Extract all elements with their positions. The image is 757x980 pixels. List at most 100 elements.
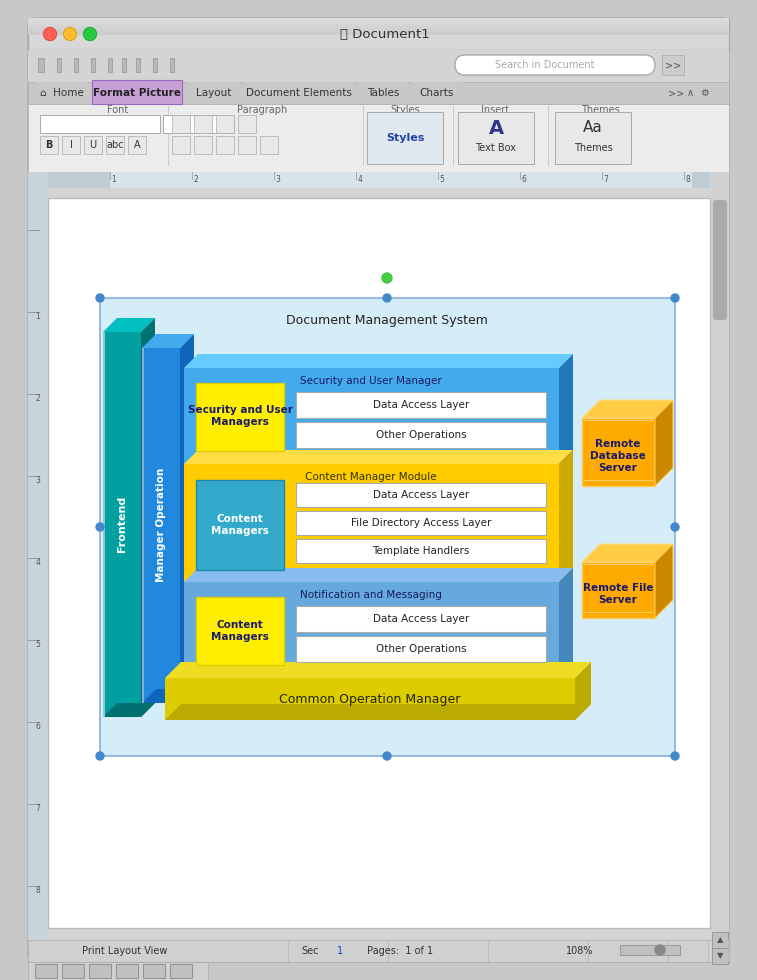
Bar — [692, 172, 710, 188]
Text: Text Box: Text Box — [475, 143, 516, 153]
Text: Themes: Themes — [574, 143, 612, 153]
Bar — [194, 136, 212, 154]
Text: Print Layout View: Print Layout View — [83, 946, 168, 956]
Bar — [153, 58, 157, 72]
Circle shape — [655, 945, 665, 955]
Bar — [28, 18, 729, 20]
Text: Tables: Tables — [367, 88, 399, 98]
Text: >>: >> — [668, 88, 684, 98]
Circle shape — [83, 27, 96, 40]
Polygon shape — [184, 568, 573, 582]
Text: 6: 6 — [522, 175, 526, 184]
Bar — [184, 368, 559, 466]
Text: Document Management System: Document Management System — [286, 314, 488, 326]
Bar — [363, 106, 364, 166]
Bar — [28, 21, 729, 23]
Text: 📄 Document1: 📄 Document1 — [340, 27, 430, 40]
Bar — [192, 172, 193, 180]
Text: Charts: Charts — [420, 88, 454, 98]
Text: File Directory Access Layer: File Directory Access Layer — [350, 518, 491, 528]
Polygon shape — [165, 704, 591, 720]
Bar — [103, 332, 141, 717]
Circle shape — [383, 752, 391, 760]
Text: B: B — [45, 140, 53, 150]
Bar — [28, 82, 729, 104]
Text: 4: 4 — [36, 558, 40, 566]
Polygon shape — [180, 334, 194, 703]
Text: ▼: ▼ — [717, 952, 723, 960]
Bar — [238, 115, 256, 133]
Bar — [206, 115, 234, 133]
Bar — [274, 172, 275, 180]
Circle shape — [64, 27, 76, 40]
Text: 3: 3 — [36, 475, 40, 484]
Bar — [92, 80, 182, 104]
Text: Paragraph: Paragraph — [237, 105, 287, 115]
Bar — [28, 50, 729, 82]
Bar — [260, 136, 278, 154]
Text: 2: 2 — [36, 394, 40, 403]
Polygon shape — [165, 662, 591, 678]
Bar — [712, 172, 728, 940]
Polygon shape — [103, 703, 155, 717]
Bar — [458, 112, 534, 164]
Bar — [548, 106, 549, 166]
Bar — [28, 32, 729, 34]
Text: 8: 8 — [686, 175, 690, 184]
Bar — [28, 25, 729, 27]
Bar — [584, 564, 653, 565]
Bar — [110, 172, 111, 180]
Text: U: U — [89, 140, 97, 150]
Text: Pages:  1 of 1: Pages: 1 of 1 — [367, 946, 433, 956]
Text: 1: 1 — [337, 946, 343, 956]
Bar — [172, 136, 190, 154]
Bar — [163, 115, 203, 133]
Bar — [40, 136, 58, 154]
Polygon shape — [655, 544, 673, 618]
Bar — [184, 582, 559, 680]
Text: Other Operations: Other Operations — [375, 644, 466, 654]
Bar — [28, 476, 40, 477]
Text: Styles: Styles — [386, 133, 424, 143]
Text: 4: 4 — [357, 175, 363, 184]
Bar — [358, 82, 408, 102]
Bar — [488, 940, 489, 962]
Bar — [62, 964, 84, 978]
Text: 1: 1 — [111, 175, 117, 184]
Bar — [712, 948, 728, 964]
Bar — [28, 640, 40, 641]
Bar — [40, 115, 160, 133]
Bar — [708, 940, 709, 962]
Polygon shape — [559, 354, 573, 466]
Circle shape — [382, 273, 392, 283]
Bar — [108, 58, 112, 72]
Bar — [28, 22, 729, 24]
Bar — [84, 136, 102, 154]
Bar — [684, 172, 685, 180]
Bar — [620, 945, 680, 955]
Bar — [602, 172, 603, 180]
Text: Security and User
Managers: Security and User Managers — [188, 405, 292, 427]
Bar — [28, 31, 729, 33]
Bar — [584, 480, 653, 481]
Bar — [194, 115, 212, 133]
Bar — [136, 58, 140, 72]
Text: Frontend: Frontend — [117, 496, 127, 552]
Polygon shape — [141, 318, 155, 717]
Bar — [188, 82, 240, 102]
Bar — [728, 940, 729, 962]
Text: Search in Document: Search in Document — [495, 60, 595, 70]
Bar — [89, 964, 111, 978]
Text: 7: 7 — [603, 175, 609, 184]
Bar — [28, 18, 729, 50]
Bar — [168, 106, 169, 166]
Bar — [165, 678, 575, 720]
Text: Content
Managers: Content Managers — [211, 514, 269, 536]
Bar — [356, 172, 357, 180]
Text: Themes: Themes — [581, 105, 619, 115]
Text: ▲: ▲ — [717, 936, 723, 945]
Bar — [296, 483, 546, 507]
Bar — [238, 136, 256, 154]
Bar — [296, 606, 546, 632]
Text: Layout: Layout — [196, 88, 232, 98]
